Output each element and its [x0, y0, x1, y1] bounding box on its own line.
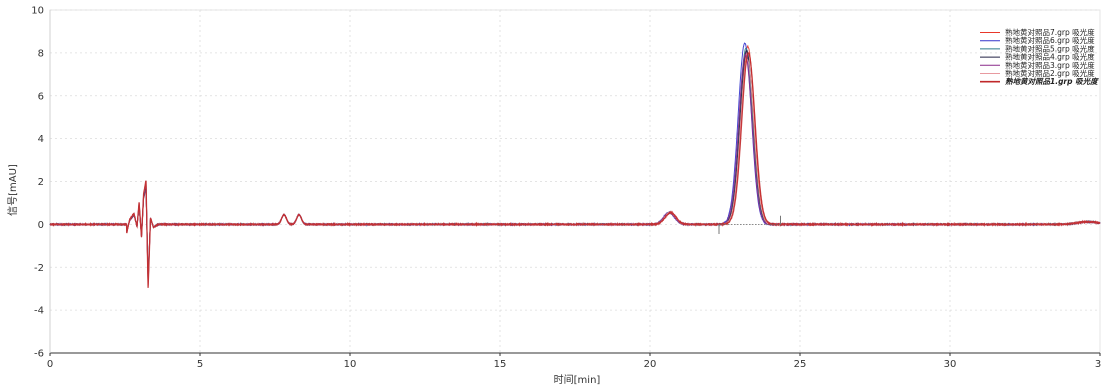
legend-label: 熟地黄对照品4.grp 吸光度 — [1005, 52, 1095, 62]
legend-label: 熟地黄对照品2.grp 吸光度 — [1005, 68, 1095, 78]
series-line-7 — [49, 51, 1101, 288]
legend-label: 熟地黄对照品3.grp 吸光度 — [1005, 60, 1095, 70]
x-axis-ticks: 0 5 10 15 20 25 30 3 — [47, 353, 1101, 370]
integration-markers — [718, 215, 781, 235]
y-tick-label: 4 — [38, 134, 44, 145]
legend-label: 熟地黄对照品5.grp 吸光度 — [1005, 43, 1095, 53]
x-tick-label: 10 — [344, 359, 357, 370]
grid — [50, 9, 1100, 353]
y-tick-label: 8 — [38, 48, 44, 59]
legend-label: 熟地黄对照品1.grp 吸光度 — [1005, 77, 1099, 86]
legend-label: 熟地黄对照品7.grp 吸光度 — [1005, 27, 1095, 37]
x-tick-label: 3 — [1095, 359, 1101, 370]
x-tick-label: 0 — [47, 359, 53, 370]
y-axis-title: 信号[mAU] — [7, 164, 19, 216]
y-tick-label: 6 — [38, 91, 44, 102]
series-lines — [49, 42, 1101, 288]
x-tick-label: 25 — [794, 359, 807, 370]
x-tick-label: 20 — [644, 359, 657, 370]
legend-label: 熟地黄对照品6.grp 吸光度 — [1005, 35, 1095, 45]
x-tick-label: 15 — [494, 359, 507, 370]
y-tick-label: 10 — [31, 6, 44, 17]
y-tick-label: -6 — [34, 349, 44, 360]
x-tick-label: 5 — [197, 359, 203, 370]
y-axis-ticks: -6 -4 -2 0 2 4 6 8 10 — [31, 6, 44, 360]
x-tick-label: 30 — [944, 359, 957, 370]
y-tick-label: 0 — [38, 220, 44, 231]
y-tick-label: -4 — [34, 306, 44, 317]
y-tick-label: 2 — [38, 177, 44, 188]
x-axis-title: 时间[min] — [554, 373, 601, 386]
y-tick-label: -2 — [34, 263, 44, 274]
